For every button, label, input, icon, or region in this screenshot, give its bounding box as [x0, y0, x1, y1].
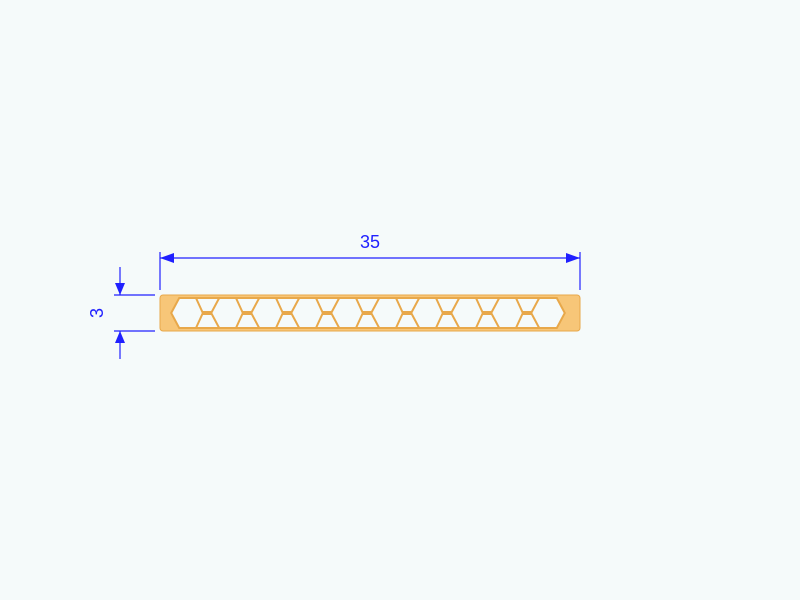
arrowhead-up-icon — [115, 331, 125, 343]
arrowhead-right-icon — [566, 253, 580, 263]
dimension-height-label: 3 — [87, 308, 107, 318]
honeycomb-cell — [531, 298, 565, 328]
drawing-canvas: 35 3 — [0, 0, 800, 600]
arrowhead-left-icon — [160, 253, 174, 263]
dimension-width: 35 — [160, 232, 580, 290]
dimension-height: 3 — [87, 267, 155, 359]
dimension-width-label: 35 — [360, 232, 380, 252]
profile-body — [160, 295, 580, 331]
arrowhead-down-icon — [115, 283, 125, 295]
